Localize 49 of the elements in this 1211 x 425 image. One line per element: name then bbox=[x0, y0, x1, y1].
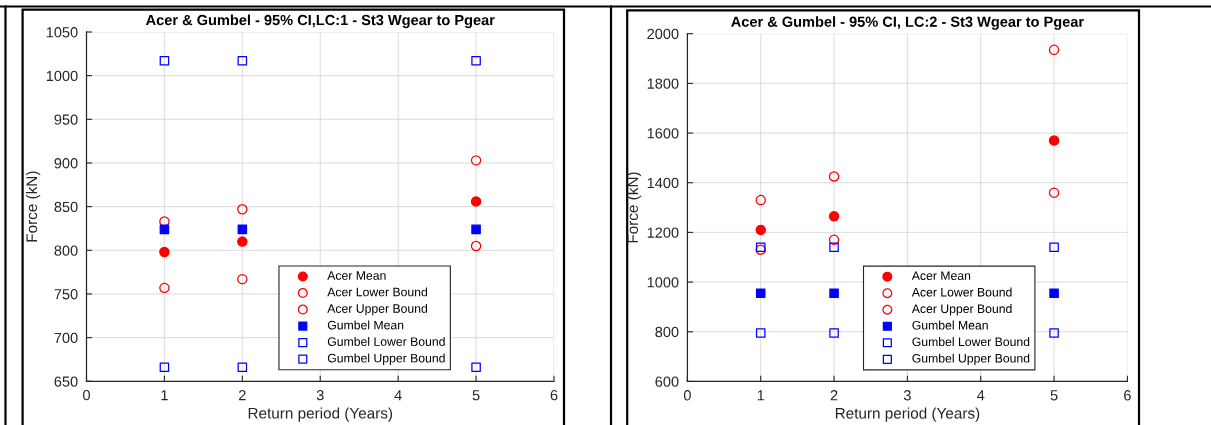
legend-label: Gumbel Upper Bound bbox=[327, 353, 445, 365]
legend-label: Acer Upper Bound bbox=[327, 303, 428, 316]
x-tick-label: 0 bbox=[683, 390, 691, 401]
legend-label: Acer Mean bbox=[911, 271, 971, 280]
y-tick-label: 1000 bbox=[46, 70, 78, 82]
x-tick-label: 0 bbox=[83, 390, 90, 401]
legend-label: Gumbel Lower Bound bbox=[912, 337, 1030, 347]
y-tick-label: 750 bbox=[54, 289, 78, 300]
x-tick-label: 1 bbox=[161, 390, 168, 401]
chart-title: Acer & Gumbel - 95% CI, LC:2 - St3 Wgear to Pgear bbox=[731, 16, 1084, 30]
x-tick-label: 6 bbox=[550, 390, 558, 401]
y-axis-title: Force (kN) bbox=[626, 172, 642, 243]
x-tick-label: 2 bbox=[830, 390, 838, 401]
x-tick-label: 3 bbox=[316, 390, 324, 401]
y-axis-title: Force (kN) bbox=[25, 171, 41, 242]
y-tick-label: 1050 bbox=[46, 27, 78, 38]
y-tick-label: 900 bbox=[54, 158, 78, 169]
y-tick-label: 700 bbox=[54, 332, 78, 344]
y-tick-label: 600 bbox=[655, 376, 679, 387]
x-tick-label: 4 bbox=[977, 390, 985, 401]
legend-label: Acer Mean bbox=[327, 271, 386, 280]
y-tick-label: 950 bbox=[54, 114, 78, 125]
legend-label: Gumbel Mean bbox=[327, 320, 404, 330]
chart-title: Acer & Gumbel - 95% CI,LC:1 - St3 Wgear to Pgear bbox=[145, 14, 495, 29]
legend-label: Gumbel Upper Bound bbox=[912, 353, 1030, 366]
x-tick-label: 5 bbox=[472, 390, 480, 401]
y-tick-label: 1800 bbox=[647, 78, 679, 89]
x-tick-label: 1 bbox=[757, 390, 765, 401]
legend-label: Acer Lower Bound bbox=[911, 287, 1012, 297]
legend-label: Acer Lower Bound bbox=[327, 287, 428, 297]
y-tick-label: 850 bbox=[54, 201, 78, 213]
x-axis-title: Return period (Years) bbox=[248, 407, 393, 422]
legend-label: Acer Upper Bound bbox=[911, 304, 1012, 316]
legend-label: Gumbel Mean bbox=[912, 320, 988, 330]
x-tick-label: 4 bbox=[394, 390, 402, 401]
x-tick-label: 3 bbox=[903, 390, 911, 401]
y-tick-label: 800 bbox=[655, 326, 679, 338]
y-tick-label: 1600 bbox=[647, 128, 679, 139]
y-tick-label: 650 bbox=[54, 376, 78, 387]
y-tick-label: 1400 bbox=[647, 177, 679, 189]
x-tick-label: 6 bbox=[1124, 390, 1131, 401]
legend-label: Gumbel Lower Bound bbox=[327, 336, 445, 346]
y-tick-label: 800 bbox=[54, 245, 78, 256]
x-tick-label: 2 bbox=[239, 390, 246, 401]
y-tick-label: 1000 bbox=[647, 277, 679, 288]
y-tick-label: 1200 bbox=[647, 227, 679, 238]
x-axis-title: Return period (Years) bbox=[835, 407, 980, 422]
y-tick-label: 2000 bbox=[647, 28, 679, 40]
x-tick-label: 5 bbox=[1050, 390, 1058, 401]
